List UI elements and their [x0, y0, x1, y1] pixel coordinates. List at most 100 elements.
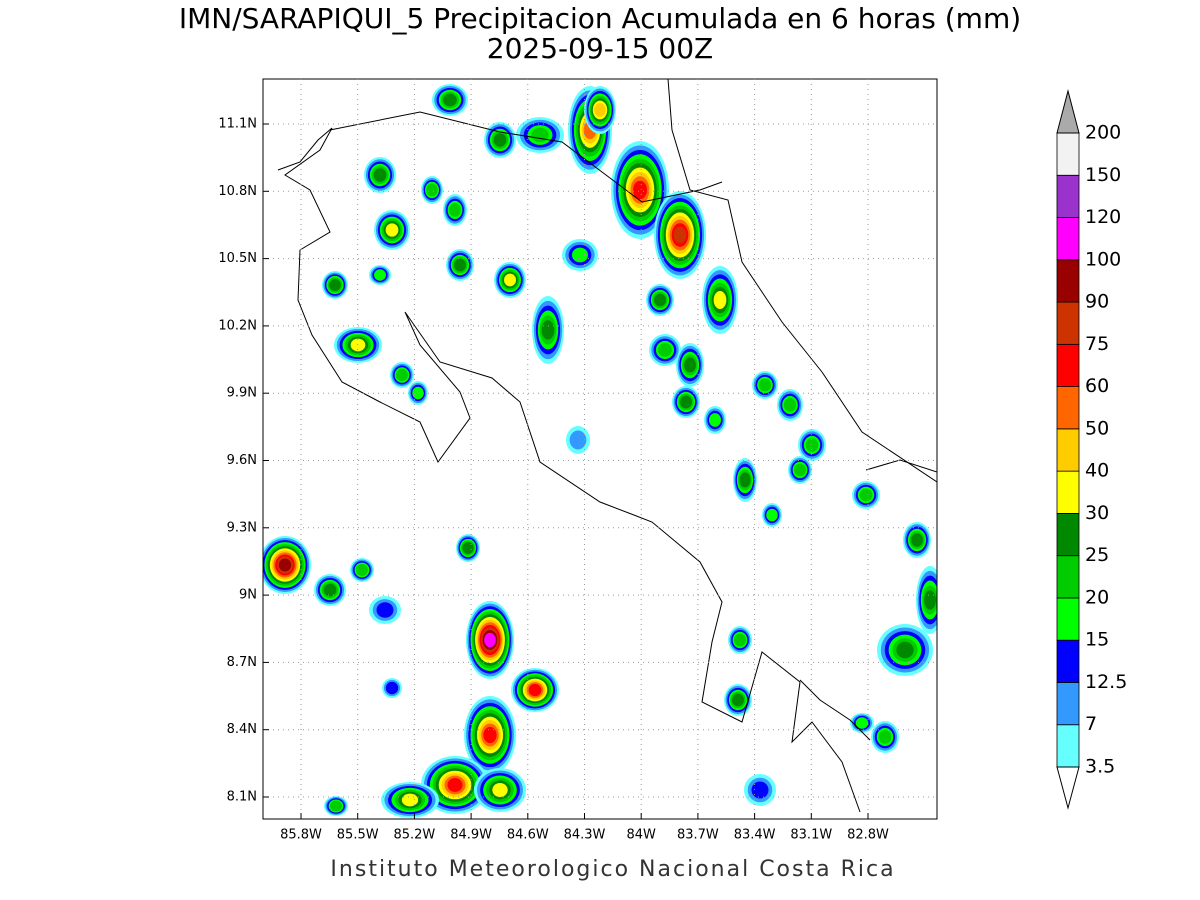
lat-tick-label: 9.3N	[227, 520, 257, 535]
colorbar-segment	[1056, 428, 1080, 472]
lat-tick-label: 11.1N	[218, 117, 257, 132]
precip-contour	[454, 258, 466, 272]
colorbar-segment	[1056, 217, 1080, 261]
precip-contour	[855, 717, 869, 729]
colorbar-label: 100	[1085, 248, 1121, 270]
caribbean-coast	[667, 79, 937, 483]
precip-contour	[911, 533, 923, 547]
precip-contour	[680, 395, 692, 409]
precip-field	[263, 84, 937, 818]
precip-contour	[426, 183, 438, 197]
precip-contour	[594, 103, 606, 117]
precip-contour	[396, 368, 408, 382]
precip-contour	[924, 590, 936, 610]
credit: Instituto Meteorologico Nacional Costa R…	[330, 857, 895, 882]
precip-contour	[356, 564, 368, 576]
colorbar-over	[1056, 89, 1080, 134]
colorbar-segment	[1056, 597, 1080, 641]
precip-contour	[401, 793, 419, 807]
lon-tick-label: 82.8W	[847, 828, 889, 843]
colorbar-label: 12.5	[1085, 671, 1127, 693]
colorbar-label: 20	[1085, 586, 1109, 608]
subtitle: 2025-09-15 00Z	[487, 32, 713, 65]
colorbar-label: 50	[1085, 417, 1109, 439]
precip-contour	[859, 488, 873, 502]
precip-contour	[569, 430, 587, 450]
lat-tick-label: 9.9N	[227, 386, 257, 401]
precip-contour	[447, 778, 463, 792]
precip-contour	[449, 203, 461, 217]
panama-border	[799, 679, 871, 741]
colorbar-label: 3.5	[1085, 756, 1115, 778]
precip-contour	[572, 247, 588, 263]
colorbar-label: 75	[1085, 333, 1109, 355]
precip-contour	[483, 726, 497, 744]
title: IMN/SARAPIQUI_5 Precipitacion Acumulada …	[179, 2, 1021, 35]
precip-contour	[385, 681, 399, 695]
precip-contour	[329, 279, 341, 291]
precip-contour	[673, 226, 687, 244]
map-frame	[262, 78, 938, 820]
lon-tick-label: 85.5W	[337, 828, 379, 843]
precip-contour	[531, 127, 549, 143]
colorbar-segment	[1056, 682, 1080, 726]
lon-tick-label: 84.3W	[564, 828, 606, 843]
colorbar-segment	[1056, 724, 1080, 768]
lon-tick-label: 85.2W	[393, 828, 435, 843]
coastlines	[277, 79, 937, 813]
colorbar-segment	[1056, 174, 1080, 218]
colorbar-segment	[1056, 470, 1080, 514]
colorbar-label: 30	[1085, 502, 1109, 524]
colorbar-label: 25	[1085, 544, 1109, 566]
lon-tick-label: 84.9W	[450, 828, 492, 843]
lat-tick-label: 8.7N	[227, 655, 257, 670]
lon-tick-label: 84.6W	[507, 828, 549, 843]
precip-contour	[805, 438, 819, 452]
colorbar-segment	[1056, 343, 1080, 388]
precip-contour	[684, 357, 696, 373]
precip-contour	[278, 558, 292, 572]
precip-contour	[734, 633, 746, 647]
colorbar-segment	[1056, 386, 1080, 430]
colorbar-segment	[1056, 259, 1080, 303]
precip-contour	[385, 223, 399, 237]
precip-contour	[462, 542, 474, 554]
precip-contour	[794, 463, 806, 477]
precip-contour	[374, 269, 386, 281]
precip-contour	[323, 583, 337, 597]
lon-tick-label: 84W	[626, 828, 656, 843]
precip-contour	[443, 93, 457, 107]
lon-tick-label: 85.8W	[280, 828, 322, 843]
precip-contour	[713, 291, 727, 309]
lon-tick-label: 83.4W	[734, 828, 776, 843]
precip-contour	[373, 168, 387, 182]
precip-contour	[658, 343, 672, 357]
colorbar-segment	[1056, 555, 1080, 599]
precip-contour	[896, 641, 914, 659]
colorbar-segment	[1056, 132, 1080, 176]
lat-tick-label: 10.5N	[218, 251, 257, 266]
colorbar-segment	[1056, 639, 1080, 683]
lat-tick-label: 8.1N	[227, 790, 257, 805]
colorbar-segment	[1056, 301, 1080, 345]
lat-tick-label: 9.6N	[227, 453, 257, 468]
colorbar-label: 150	[1085, 164, 1121, 186]
colorbar-label: 200	[1085, 122, 1121, 144]
nicaragua-border	[329, 111, 723, 203]
precip-contour	[492, 783, 508, 797]
lat-tick-label: 10.8N	[218, 184, 257, 199]
precip-contour	[330, 800, 342, 812]
precip-contour	[739, 472, 751, 488]
precip-contour	[732, 693, 744, 707]
pacific-coast	[277, 127, 861, 813]
lat-tick-label: 9N	[239, 588, 257, 603]
precip-contour	[484, 632, 496, 648]
precip-contour	[758, 378, 772, 392]
precip-contour	[633, 180, 647, 200]
lat-tick-label: 10.2N	[218, 318, 257, 333]
colorbar-segment	[1056, 513, 1080, 557]
lat-tick-label: 8.4N	[227, 722, 257, 737]
precip-contour	[504, 273, 516, 287]
precip-contour	[376, 602, 394, 618]
